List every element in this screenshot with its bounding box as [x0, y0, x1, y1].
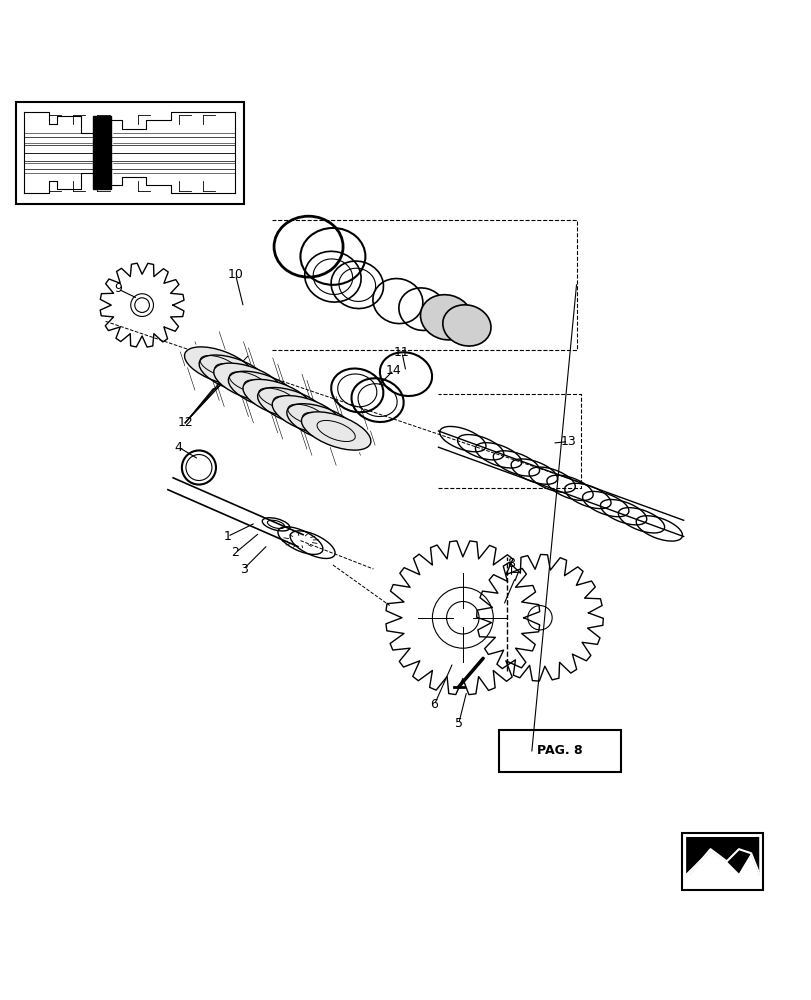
Bar — [16, 102, 243, 204]
Bar — [681, 833, 762, 890]
Text: 12: 12 — [177, 416, 193, 429]
Ellipse shape — [184, 347, 254, 385]
Text: 7: 7 — [511, 571, 519, 584]
Text: 9: 9 — [114, 282, 122, 295]
Ellipse shape — [213, 363, 283, 401]
Ellipse shape — [442, 305, 491, 346]
Text: 5: 5 — [454, 717, 462, 730]
Text: 8: 8 — [507, 557, 515, 570]
Text: 13: 13 — [560, 435, 576, 448]
Text: 6: 6 — [430, 698, 438, 711]
Polygon shape — [685, 837, 758, 874]
Text: 4: 4 — [174, 441, 182, 454]
Bar — [499, 730, 620, 772]
Text: PAG. 8: PAG. 8 — [537, 744, 582, 757]
Bar — [93, 116, 111, 189]
Text: 14: 14 — [385, 364, 401, 377]
Ellipse shape — [301, 412, 371, 450]
Text: 1: 1 — [223, 530, 231, 543]
Ellipse shape — [272, 396, 341, 434]
Text: 10: 10 — [227, 268, 243, 281]
Text: 2: 2 — [231, 546, 239, 559]
Ellipse shape — [242, 379, 312, 418]
Text: 11: 11 — [393, 346, 410, 359]
Text: 3: 3 — [239, 563, 247, 576]
Ellipse shape — [420, 295, 472, 340]
